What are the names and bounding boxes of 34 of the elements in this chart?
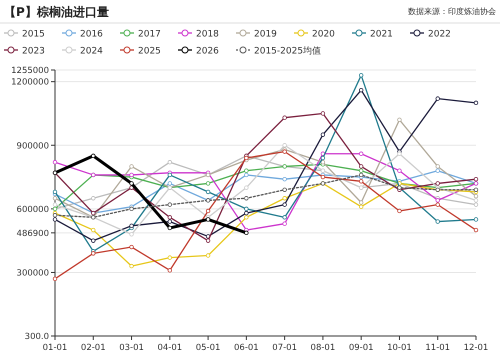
y-tick-label: 300000 xyxy=(16,268,49,278)
x-tick-label: 01-01 xyxy=(42,343,68,353)
legend-label: 2015-2025均值 xyxy=(254,46,322,56)
x-tick-label: 08-01 xyxy=(310,343,336,353)
legend-label: 2017 xyxy=(138,30,161,40)
y-tick-label: 1200000 xyxy=(11,78,49,88)
x-tick-label: 11-01 xyxy=(425,343,450,353)
legend-label: 2020 xyxy=(312,30,336,40)
legend-label: 2023 xyxy=(22,46,45,56)
source-note: 数据来源：印度炼油协会 xyxy=(408,7,496,16)
x-tick-label: 02-01 xyxy=(80,343,106,353)
legend-label: 2016 xyxy=(80,30,104,40)
x-tick-label: 03-01 xyxy=(119,343,144,353)
x-tick-label: 09-01 xyxy=(348,343,374,353)
x-tick-label: 10-01 xyxy=(387,343,412,353)
legend-label: 2025 xyxy=(138,46,161,56)
legend-label: 2015 xyxy=(22,30,45,40)
y-tick-label: 1255000 xyxy=(11,66,49,76)
legend-label: 2018 xyxy=(196,30,220,40)
y-tick-label: 600000 xyxy=(16,204,49,215)
x-tick-label: 05-01 xyxy=(196,343,220,353)
legend-label: 2022 xyxy=(428,30,451,40)
x-tick-label: 04-01 xyxy=(157,343,182,353)
legend-label: 2021 xyxy=(370,30,393,40)
legend-label: 2026 xyxy=(196,46,220,56)
x-tick-label: 07-01 xyxy=(272,343,297,353)
chart-title: 【P】棕榈油进口量 xyxy=(4,5,109,19)
y-tick-label: 900000 xyxy=(16,141,49,152)
legend-label: 2019 xyxy=(254,30,278,40)
x-tick-label: 12-01 xyxy=(464,343,488,353)
y-tick-label: 486900 xyxy=(16,228,49,239)
legend-label: 2024 xyxy=(80,46,104,56)
x-tick-label: 06-01 xyxy=(234,343,259,353)
y-tick-label: 300.0 xyxy=(24,332,49,342)
